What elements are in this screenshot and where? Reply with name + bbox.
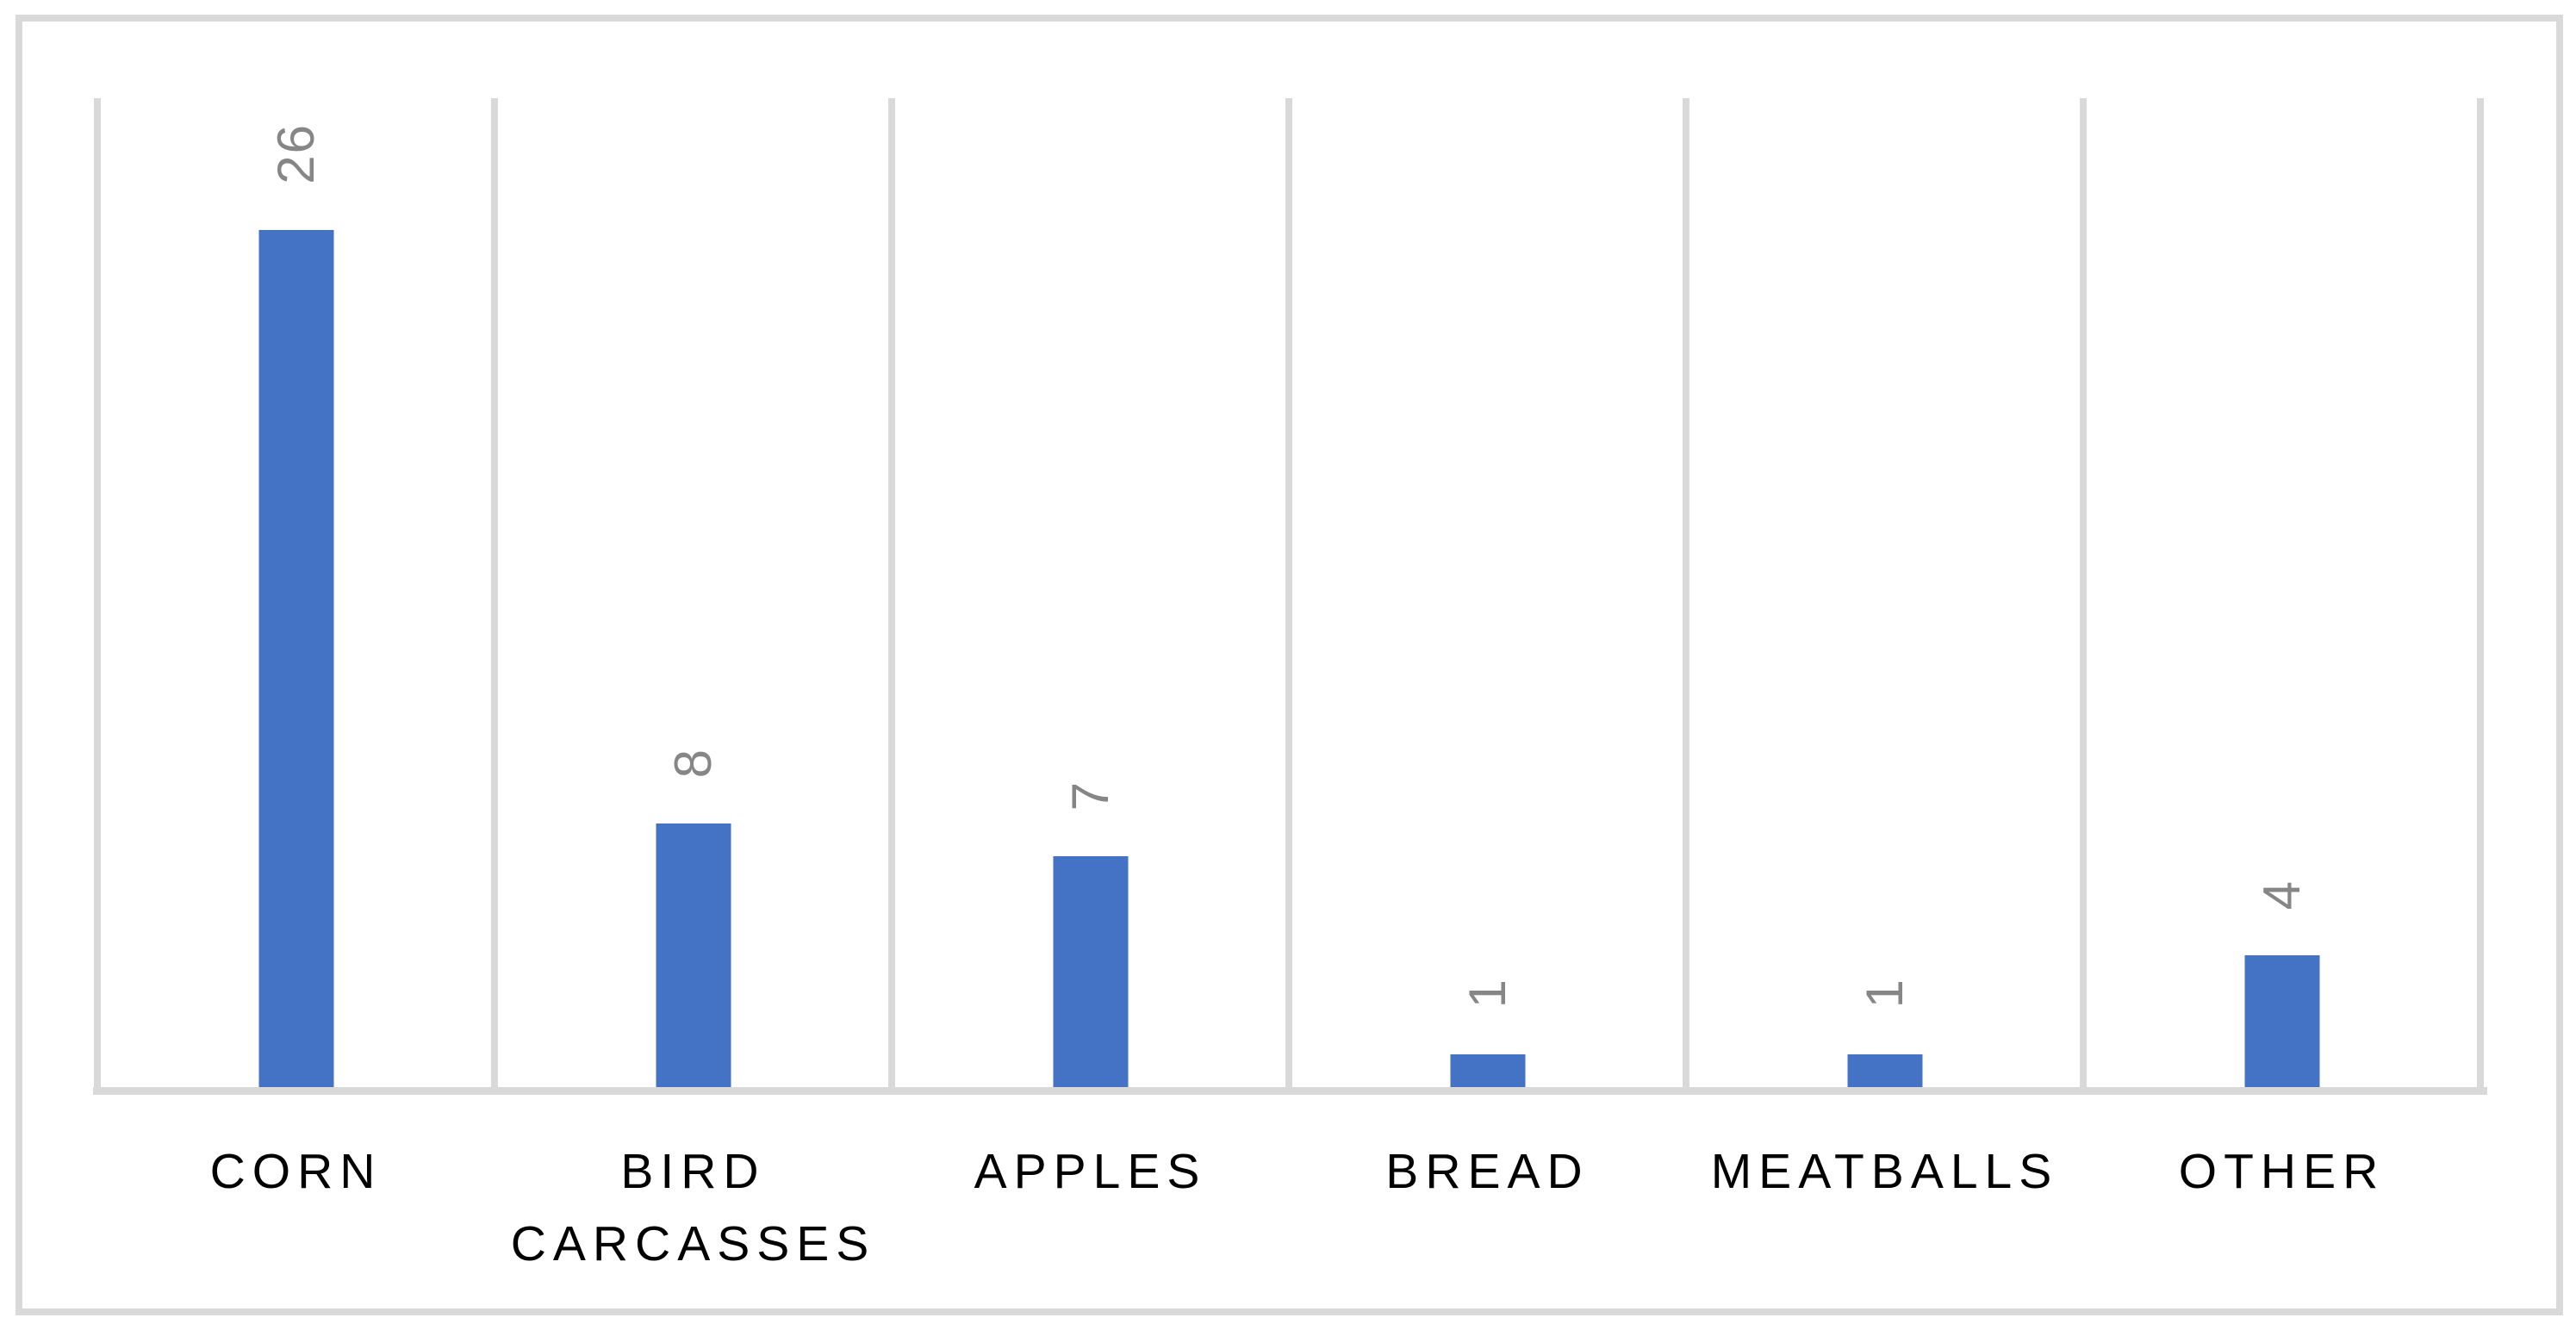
bar-other — [2244, 954, 2319, 1087]
category-axis-label: OTHER — [2178, 1144, 2386, 1199]
category-axis-label: CORN — [209, 1144, 383, 1199]
plot-area: 26 8 7 1 1 4 — [93, 98, 2487, 1095]
vertical-gridline — [94, 98, 101, 1087]
bar-panel: 26 — [97, 98, 495, 1087]
bar-panel: 1 — [1289, 98, 1686, 1087]
bar-value-label: 26 — [266, 123, 325, 185]
bar-apples — [1053, 856, 1128, 1087]
vertical-gridline — [1683, 98, 1689, 1087]
category-axis-label: BIRD CARCASSES — [510, 1144, 876, 1271]
vertical-gridline — [1285, 98, 1292, 1087]
category-axis-label: APPLES — [974, 1144, 1207, 1199]
bar-value-label: 7 — [1061, 780, 1119, 811]
bar-panel: 8 — [495, 98, 892, 1087]
vertical-gridline — [2477, 98, 2484, 1087]
category-axis-label: MEATBALLS — [1710, 1144, 2059, 1199]
bar-value-label: 4 — [2252, 879, 2311, 910]
vertical-gridline — [888, 98, 895, 1087]
bar-bird-carcasses — [656, 823, 731, 1087]
bar-corn — [258, 230, 333, 1087]
bar-value-label: 1 — [1855, 978, 1913, 1009]
bar-panel: 4 — [2083, 98, 2480, 1087]
category-axis: CORN BIRD CARCASSES APPLES BREAD MEATBALLS OT… — [97, 1135, 2480, 1308]
bar-value-label: 1 — [1458, 978, 1516, 1009]
x-axis-line — [93, 1087, 2487, 1095]
bar-meatballs — [1847, 1053, 1922, 1087]
vertical-gridline — [2080, 98, 2087, 1087]
bar-bread — [1450, 1053, 1525, 1087]
vertical-gridline — [491, 98, 498, 1087]
bar-value-label: 8 — [663, 747, 722, 778]
category-axis-label: BREAD — [1385, 1144, 1590, 1199]
bar-panel: 7 — [892, 98, 1289, 1087]
bar-panel: 1 — [1686, 98, 2083, 1087]
